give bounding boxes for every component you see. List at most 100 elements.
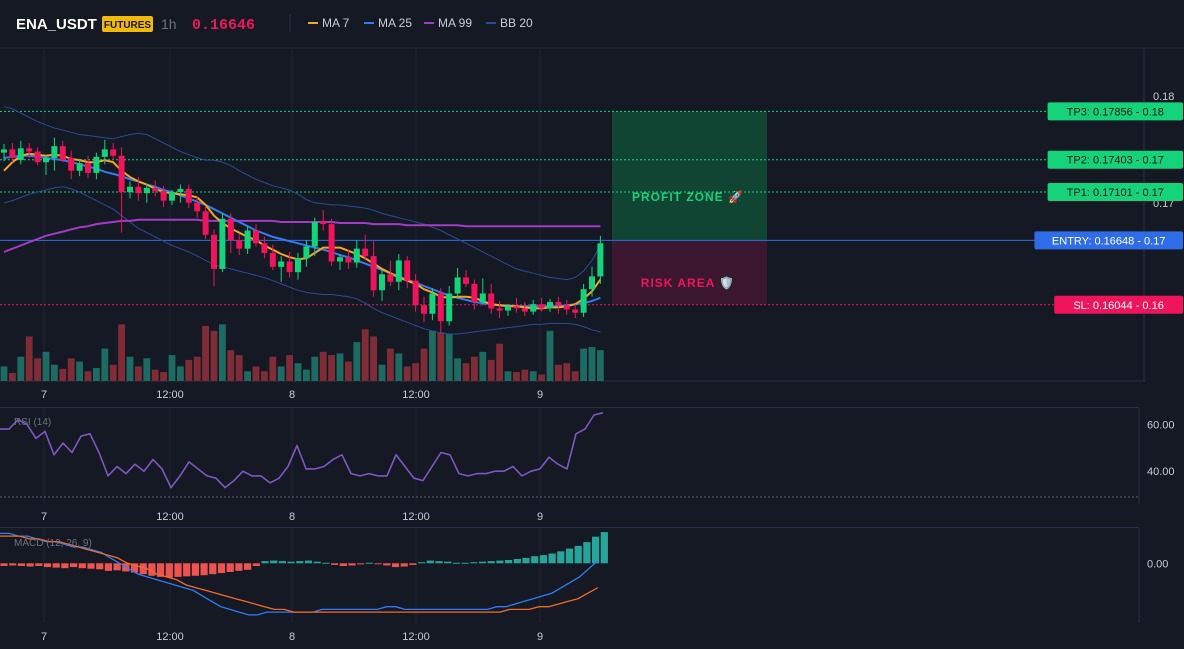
- candle-body-6: [51, 146, 58, 158]
- candle-8: [68, 150, 75, 180]
- candle-body-34: [286, 261, 293, 273]
- candle-18: [152, 180, 159, 197]
- candle-body-67: [563, 305, 570, 310]
- candle-body-62: [521, 308, 528, 312]
- macd-histogram-bar-46: [400, 563, 408, 567]
- candle-body-33: [278, 261, 285, 267]
- candle-body-36: [303, 246, 310, 259]
- volume-bar-23: [193, 356, 201, 381]
- macd-histogram-bar-62: [539, 555, 547, 564]
- candle-46: [387, 260, 394, 287]
- macd-histogram-bar-20: [174, 563, 182, 577]
- candle-15: [127, 181, 133, 199]
- volume-bar-15: [126, 356, 134, 381]
- time-label-macd-1: 12:00: [156, 631, 184, 643]
- macd-histogram-bar-28: [244, 563, 252, 570]
- macd-histogram-bar-58: [505, 560, 513, 564]
- candle-body-25: [211, 234, 217, 269]
- legend-label-ma-7: MA 7: [322, 16, 350, 30]
- volume-bar-5: [42, 351, 50, 381]
- time-label-main-3: 12:00: [402, 389, 430, 401]
- volume-bar-40: [336, 353, 344, 381]
- candle-59: [496, 300, 503, 319]
- candle-37: [311, 217, 318, 257]
- price-axis-label-0: 0.18: [1153, 91, 1174, 103]
- candle-body-20: [169, 192, 175, 201]
- volume-bar-34: [286, 355, 293, 381]
- macd-histogram-bar-35: [304, 560, 313, 564]
- volume-bar-50: [420, 348, 428, 381]
- candle-64: [538, 297, 545, 312]
- macd-pane-top-border: [0, 527, 1139, 528]
- candle-body-69: [580, 289, 587, 313]
- macd-histogram-bar-27: [235, 563, 243, 571]
- candle-14: [118, 147, 125, 233]
- legend-label-ma-25: MA 25: [378, 16, 412, 30]
- candle-body-59: [496, 308, 503, 311]
- candle-45: [379, 270, 385, 301]
- candle-body-32: [269, 252, 276, 267]
- candle-body-11: [93, 156, 100, 173]
- macd-axis-label-0: 0.00: [1147, 558, 1168, 570]
- candle-54: [454, 267, 461, 299]
- macd-signal-line: [0, 535, 599, 613]
- volume-bar-28: [235, 355, 243, 381]
- candle-body-2: [17, 148, 24, 161]
- candle-body-29: [244, 230, 251, 249]
- macd-histogram-bar-3: [26, 563, 34, 567]
- macd-histogram-bar-13: [113, 563, 121, 571]
- candle-body-26: [219, 218, 226, 269]
- macd-histogram-bar-44: [383, 563, 391, 566]
- volume-bar-20: [168, 355, 176, 381]
- macd-histogram-bar-4: [35, 563, 43, 566]
- volume-bar-41: [345, 361, 352, 381]
- candle-52: [437, 288, 444, 335]
- legend-label-ma-99: MA 99: [438, 16, 472, 30]
- candle-body-28: [236, 240, 243, 249]
- macd-histogram-bar-52: [452, 562, 460, 564]
- rsi-axis-label-1: 40.00: [1147, 466, 1175, 478]
- level-tag-1: TP2: 0.17403 - 0.17: [1047, 150, 1183, 169]
- macd-histogram-bar-9: [78, 563, 86, 569]
- macd-histogram-bar-41: [357, 563, 365, 565]
- candle-2: [17, 140, 24, 165]
- volume-bar-51: [429, 330, 436, 381]
- level-tag-bg-1: [1047, 150, 1183, 169]
- time-label-macd-2: 8: [289, 631, 295, 643]
- candle-51: [429, 288, 436, 321]
- profit-zone: [612, 111, 767, 241]
- macd-histogram-bar-24: [209, 563, 217, 575]
- volume-bar-54: [454, 358, 461, 381]
- candle-55: [463, 270, 469, 288]
- candle-42: [353, 240, 360, 268]
- volume-bar-69: [580, 348, 587, 381]
- candle-68: [572, 304, 579, 319]
- macd-histogram-bar-31: [270, 560, 278, 564]
- interval-label[interactable]: 1h: [161, 16, 177, 32]
- volume-bar-33: [277, 366, 285, 381]
- candle-43: [362, 234, 369, 261]
- candle-body-51: [429, 293, 436, 314]
- candle-58: [488, 283, 495, 314]
- candle-69: [580, 283, 587, 317]
- macd-histogram-bar-12: [104, 563, 112, 571]
- candle-49: [412, 274, 419, 312]
- macd-histogram-bar-18: [157, 563, 165, 577]
- candle-body-56: [471, 283, 478, 303]
- candle-body-66: [555, 302, 562, 306]
- volume-bar-48: [403, 366, 411, 381]
- volume-bar-32: [269, 356, 277, 381]
- symbol-title: ENA_USDT: [16, 16, 97, 33]
- macd-histogram-bar-50: [435, 561, 443, 564]
- level-tag-0: TP3: 0.17856 - 0.18: [1047, 102, 1183, 121]
- candle-body-27: [227, 218, 234, 241]
- macd-histogram-bar-7: [61, 563, 69, 569]
- volume-bar-21: [177, 366, 184, 381]
- macd-histogram-bar-30: [261, 561, 269, 564]
- macd-histogram-bar-1: [9, 563, 17, 566]
- candle-9: [76, 159, 83, 177]
- candle-65: [547, 298, 553, 312]
- macd-histogram-bar-38: [331, 563, 339, 565]
- level-tag-text-0: TP3: 0.17856 - 0.18: [1067, 106, 1164, 118]
